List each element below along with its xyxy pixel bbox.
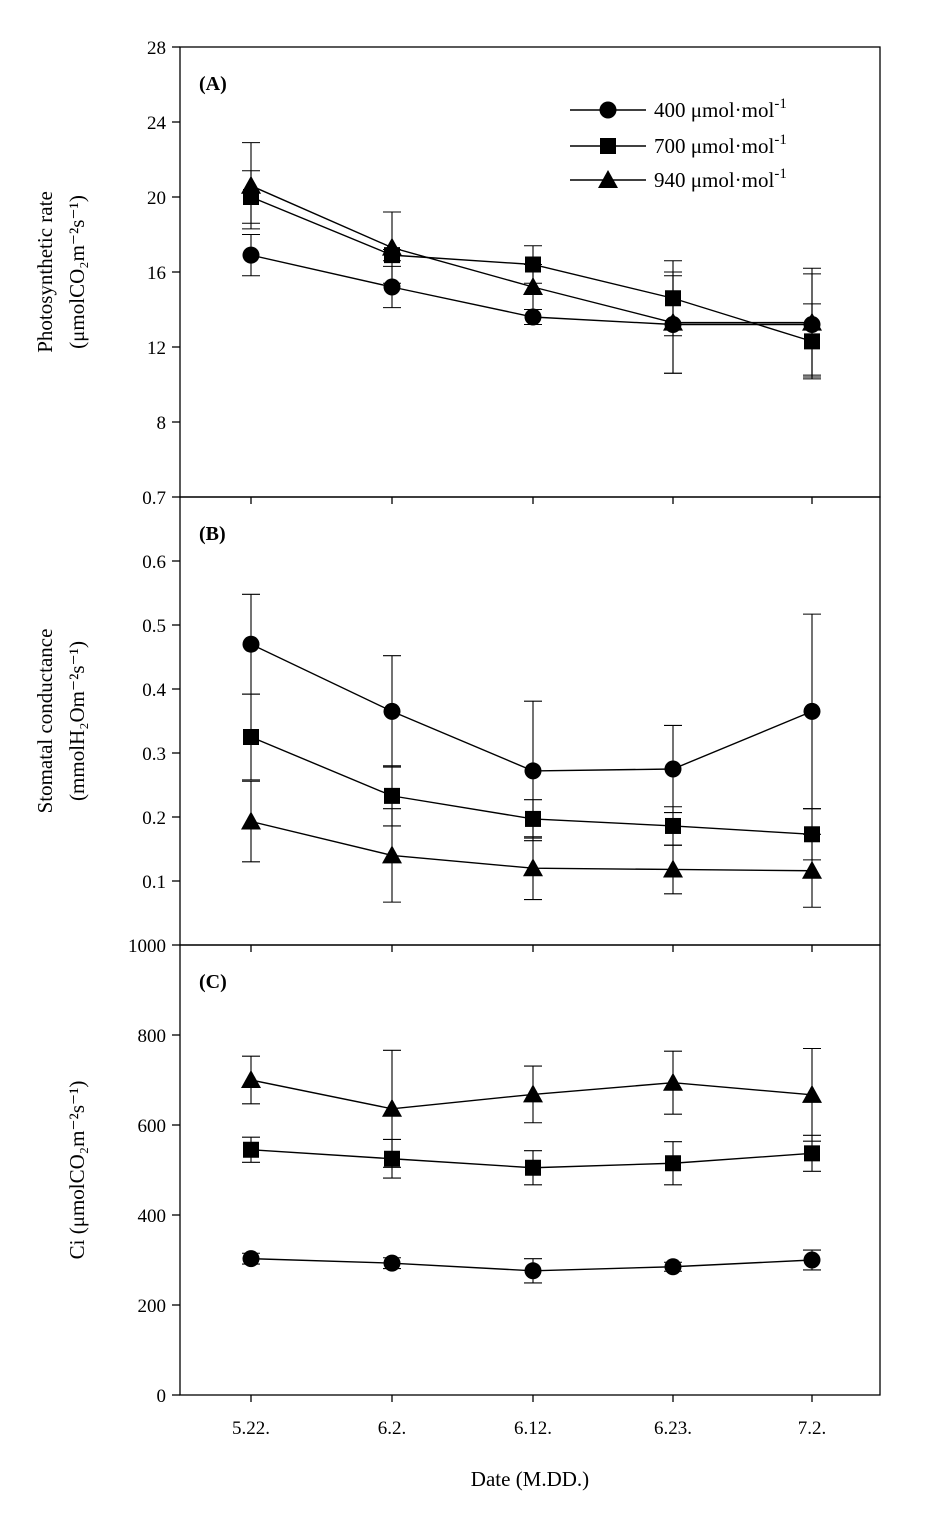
legend-label: 700 μmol·mol-1 xyxy=(654,132,787,158)
y-tick-label: 0.6 xyxy=(142,552,166,573)
series-line xyxy=(250,643,813,772)
x-tick-label: 6.23. xyxy=(654,1418,692,1439)
data-point xyxy=(524,762,542,780)
data-point xyxy=(802,1084,822,1103)
data-point xyxy=(242,1250,260,1268)
data-point xyxy=(663,1072,683,1091)
y-tick-label: 8 xyxy=(157,413,167,434)
data-point xyxy=(383,1254,401,1272)
plot-frame xyxy=(179,944,881,1396)
data-point xyxy=(665,1155,681,1172)
x-tick-label: 6.2. xyxy=(378,1418,407,1439)
y-axis-label: Photosynthetic rate xyxy=(33,191,57,353)
legend-label: 400 μmol·mol-1 xyxy=(654,96,787,122)
y-tick-label: 600 xyxy=(138,1116,167,1137)
data-point xyxy=(241,1070,261,1088)
panel-label: (B) xyxy=(199,523,226,545)
legend-marker xyxy=(600,138,616,154)
data-point xyxy=(523,1084,543,1103)
y-tick-label: 0.5 xyxy=(142,616,166,637)
series-940 xyxy=(241,1047,822,1168)
series-940 xyxy=(241,780,822,908)
series-400 xyxy=(242,233,821,376)
x-axis-label: Date (M.DD.) xyxy=(471,1467,589,1491)
data-point xyxy=(664,1258,682,1276)
data-point xyxy=(663,312,683,331)
panel-b: 0.1 0.2 0.3 0.4 0.5 0.6 0.7 (B) Stomatal conduct… xyxy=(33,488,881,952)
data-point xyxy=(242,635,260,653)
panel-label: (A) xyxy=(199,73,227,95)
series-400 xyxy=(242,593,821,842)
legend: 400 μmol·mol-1 700 μmol·mol-1 940 μmol·mol… xyxy=(570,96,787,192)
y-tick-label: 20 xyxy=(147,188,166,209)
x-tick-label: 5.22. xyxy=(232,1418,270,1439)
y-tick-label: 400 xyxy=(138,1206,167,1227)
panel-c: 0 200 400 600 800 1000 (C) Ci (μmolCO₂m⁻²s⁻¹) xyxy=(65,936,881,1407)
data-point xyxy=(802,312,822,331)
series-line xyxy=(250,185,812,324)
data-point xyxy=(524,308,542,326)
legend-entry-400: 400 μmol·mol-1 xyxy=(570,96,787,122)
legend-entry-940: 940 μmol·mol-1 xyxy=(570,166,787,192)
y-axis-label: Ci (μmolCO₂m⁻²s⁻¹) xyxy=(65,1081,89,1260)
data-point xyxy=(241,811,261,830)
y-tick-label: 12 xyxy=(147,338,166,359)
y-tick-label: 0.1 xyxy=(142,872,166,893)
data-point xyxy=(243,1141,259,1158)
data-point xyxy=(803,1251,821,1269)
data-point xyxy=(804,1145,820,1162)
data-point xyxy=(664,760,682,778)
y-tick-label: 200 xyxy=(138,1296,167,1317)
y-axis-label-units: (μmolCO₂m⁻²s⁻¹) xyxy=(65,195,89,349)
data-point xyxy=(802,860,822,879)
data-point xyxy=(663,859,683,878)
y-tick-label: 0.3 xyxy=(142,744,166,765)
data-point xyxy=(383,702,401,720)
y-tick-label: 24 xyxy=(147,113,167,134)
x-tick-label: 7.2. xyxy=(798,1418,827,1439)
data-point xyxy=(523,277,543,295)
legend-entry-700: 700 μmol·mol-1 xyxy=(570,132,787,158)
y-axis-label-units: (mmolH₂Om⁻²s⁻¹) xyxy=(65,641,89,801)
data-point xyxy=(665,817,681,834)
data-point xyxy=(523,858,543,877)
legend-marker xyxy=(599,101,617,119)
data-point xyxy=(382,1098,402,1117)
y-tick-label: 0 xyxy=(157,1386,167,1407)
data-point xyxy=(382,237,402,256)
y-axis-label: Stomatal conductance xyxy=(33,629,57,814)
legend-marker xyxy=(598,170,618,188)
y-tick-label: 28 xyxy=(147,38,166,59)
series-400 xyxy=(242,1249,821,1284)
y-tick-label: 16 xyxy=(147,263,166,284)
y-tick-label: 800 xyxy=(138,1026,167,1047)
data-point xyxy=(242,246,260,264)
panel-label: (C) xyxy=(199,971,227,993)
data-point xyxy=(803,702,821,720)
data-point xyxy=(524,1262,542,1280)
plot-frame xyxy=(179,496,881,946)
y-tick-label: 0.2 xyxy=(142,808,166,829)
panel-a: 8 12 16 20 24 28 (A) Photosynthetic rate (μmolCO… xyxy=(33,38,881,504)
series-700 xyxy=(242,1134,821,1186)
series-700 xyxy=(242,170,821,380)
y-tick-label: 0.4 xyxy=(142,680,166,701)
series-940 xyxy=(241,142,822,378)
y-tick-label: 0.7 xyxy=(142,488,166,509)
data-point xyxy=(384,787,400,804)
data-point xyxy=(525,810,541,827)
data-point xyxy=(241,175,261,194)
legend-label: 940 μmol·mol-1 xyxy=(654,166,787,192)
data-point xyxy=(382,845,402,864)
data-point xyxy=(525,1159,541,1176)
x-tick-label: 6.12. xyxy=(514,1418,552,1439)
data-point xyxy=(243,729,259,745)
y-tick-label: 1000 xyxy=(128,936,166,957)
